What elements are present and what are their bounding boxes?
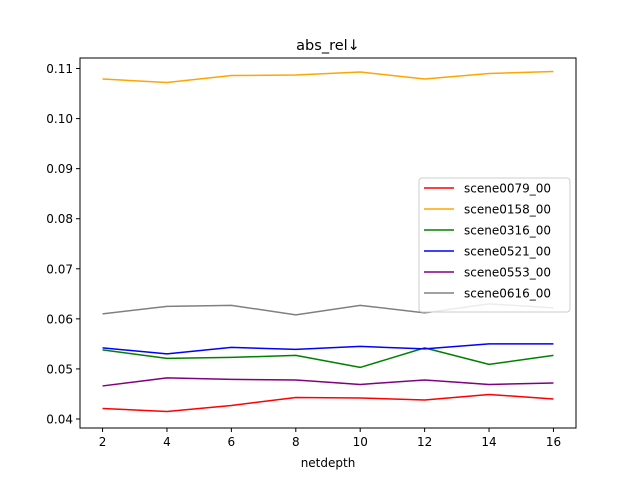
y-tick-label: 0.04 xyxy=(46,412,73,426)
y-tick-label: 0.11 xyxy=(46,62,73,76)
legend-box xyxy=(418,177,571,313)
x-tick-label: 2 xyxy=(99,435,107,449)
x-tick-label: 10 xyxy=(353,435,368,449)
y-tick-label: 0.05 xyxy=(46,362,73,376)
y-axis: 0.04 0.05 0.06 0.07 0.08 0.09 0.10 0.11 xyxy=(46,62,80,426)
x-axis: 2 4 6 8 10 12 14 16 xyxy=(99,428,561,449)
legend-label: scene0316_00 xyxy=(464,224,551,238)
series-line-scene0079_00 xyxy=(102,393,554,413)
x-tick-label: 4 xyxy=(163,435,171,449)
x-tick-label: 14 xyxy=(481,435,496,449)
legend-label: scene0079_00 xyxy=(464,182,551,196)
legend-label: scene0521_00 xyxy=(464,245,551,259)
y-tick-label: 0.07 xyxy=(46,262,73,276)
y-tick-label: 0.09 xyxy=(46,162,73,176)
x-tick-label: 12 xyxy=(417,435,432,449)
series-line-scene0553_00 xyxy=(102,377,554,387)
x-tick-label: 8 xyxy=(292,435,300,449)
series-line-scene0316_00 xyxy=(102,347,554,369)
series-line-scene0521_00 xyxy=(102,343,554,355)
y-tick-label: 0.08 xyxy=(46,212,73,226)
legend: scene0079_00 scene0158_00 scene0316_00scen… xyxy=(418,177,571,313)
x-axis-label: netdepth xyxy=(301,456,356,470)
y-tick-label: 0.06 xyxy=(46,312,73,326)
x-tick-label: 16 xyxy=(546,435,561,449)
legend-label: scene0553_00 xyxy=(464,266,551,280)
x-tick-label: 6 xyxy=(228,435,236,449)
legend-label: scene0616_00 xyxy=(464,287,551,301)
legend-label: scene0158_00 xyxy=(464,203,551,217)
y-tick-label: 0.10 xyxy=(46,112,73,126)
plot-area-frame xyxy=(79,57,577,429)
series-line-scene0158_00 xyxy=(102,70,554,84)
chart-title: abs_rel↓ xyxy=(296,38,360,54)
